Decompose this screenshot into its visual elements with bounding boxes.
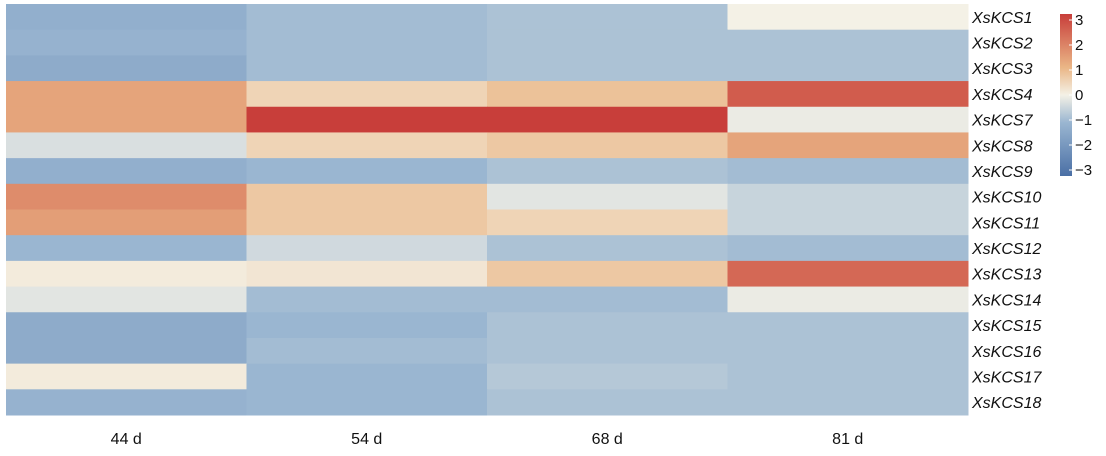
- heatmap-cell-xskcs4-81d: [727, 81, 969, 108]
- heatmap-cell-xskcs9-44d: [6, 158, 247, 185]
- heatmap-cell-xskcs10-44d: [6, 183, 247, 210]
- heatmap-cell-xskcs18-44d: [6, 389, 247, 416]
- heatmap-cell-xskcs13-54d: [246, 260, 488, 288]
- heatmap-cell-xskcs15-54d: [246, 312, 488, 339]
- heatmap-cell-xskcs12-54d: [246, 235, 488, 262]
- heatmap-cell-xskcs11-81d: [727, 209, 969, 236]
- heatmap-cell-xskcs13-81d: [727, 260, 969, 288]
- heatmap-cell-xskcs16-68d: [487, 337, 728, 365]
- heatmap-cell-xskcs14-44d: [6, 286, 247, 313]
- heatmap-cell-xskcs3-68d: [487, 55, 728, 82]
- row-label: XsKCS10: [971, 190, 1041, 207]
- row-label: XsKCS16: [971, 344, 1041, 361]
- row-label: XsKCS14: [971, 292, 1041, 309]
- heatmap-cell-xskcs18-81d: [727, 389, 969, 416]
- heatmap-cell-xskcs7-54d: [246, 106, 488, 133]
- heatmap-cell-xskcs2-44d: [6, 29, 247, 56]
- heatmap-cell-xskcs17-44d: [6, 363, 247, 390]
- heatmap-cell-xskcs16-44d: [6, 337, 247, 365]
- heatmap-cell-xskcs9-81d: [727, 158, 969, 185]
- heatmap-cell-xskcs2-81d: [727, 29, 969, 56]
- row-label: XsKCS18: [971, 395, 1041, 412]
- heatmap-cell-xskcs4-68d: [487, 81, 728, 108]
- heatmap-cell-xskcs15-68d: [487, 312, 728, 339]
- colorbar-tick-label: −1: [1075, 112, 1092, 129]
- heatmap-cell-xskcs8-68d: [487, 132, 728, 159]
- row-label: XsKCS2: [971, 36, 1033, 53]
- heatmap-cell-xskcs1-44d: [6, 4, 247, 31]
- heatmap-cell-xskcs7-68d: [487, 106, 728, 133]
- row-label: XsKCS3: [971, 61, 1033, 78]
- column-label: 54 d: [351, 431, 382, 448]
- row-label: XsKCS8: [971, 138, 1033, 155]
- heatmap-cell-xskcs12-44d: [6, 235, 247, 262]
- heatmap-cell-xskcs10-68d: [487, 183, 728, 210]
- heatmap-cell-xskcs3-81d: [727, 55, 969, 82]
- heatmap-cell-xskcs8-44d: [6, 132, 247, 159]
- colorbar-tick-label: 0: [1075, 87, 1083, 104]
- heatmap-cell-xskcs18-54d: [246, 389, 488, 416]
- heatmap-cell-xskcs8-81d: [727, 132, 969, 159]
- heatmap-cell-xskcs11-44d: [6, 209, 247, 236]
- heatmap-cell-xskcs14-54d: [246, 286, 488, 313]
- heatmap-cell-xskcs18-68d: [487, 389, 728, 416]
- heatmap-cell-xskcs13-44d: [6, 260, 247, 288]
- row-label: XsKCS1: [971, 10, 1032, 27]
- colorbar-tick-label: 1: [1075, 62, 1083, 79]
- heatmap-cell-xskcs12-81d: [727, 235, 969, 262]
- heatmap-cell-xskcs1-81d: [727, 4, 969, 31]
- heatmap-cell-xskcs15-81d: [727, 312, 969, 339]
- heatmap-cell-xskcs4-44d: [6, 81, 247, 108]
- heatmap-cell-xskcs2-68d: [487, 29, 728, 56]
- heatmap-cell-xskcs7-44d: [6, 106, 247, 133]
- colorbar-tick-label: −2: [1075, 137, 1092, 154]
- heatmap-cell-xskcs14-81d: [727, 286, 969, 313]
- heatmap-cell-xskcs16-54d: [246, 337, 488, 365]
- heatmap-cell-xskcs10-54d: [246, 183, 488, 210]
- column-label: 44 d: [111, 431, 142, 448]
- column-label: 68 d: [592, 431, 623, 448]
- heatmap-cell-xskcs1-54d: [246, 4, 488, 31]
- heatmap-cell-xskcs17-81d: [727, 363, 969, 390]
- row-label: XsKCS7: [971, 113, 1034, 130]
- row-label: XsKCS4: [971, 87, 1033, 104]
- heatmap-cell-xskcs13-68d: [487, 260, 728, 288]
- heatmap-cell-xskcs3-44d: [6, 55, 247, 82]
- heatmap-cells: [6, 4, 969, 416]
- colorbar-gradient: [1060, 14, 1072, 176]
- heatmap-cell-xskcs11-54d: [246, 209, 488, 236]
- colorbar-tick-label: 3: [1075, 12, 1083, 29]
- colorbar-legend: 3 2 1 0 −1 −2 −3: [1060, 12, 1092, 179]
- row-label: XsKCS11: [971, 215, 1040, 232]
- heatmap-cell-xskcs12-68d: [487, 235, 728, 262]
- heatmap-cell-xskcs17-54d: [246, 363, 488, 390]
- row-labels: XsKCS1 XsKCS2 XsKCS3 XsKCS4 XsKCS7 XsKCS8 XsKC…: [971, 10, 1042, 412]
- heatmap-cell-xskcs10-81d: [727, 183, 969, 210]
- heatmap-cell-xskcs11-68d: [487, 209, 728, 236]
- colorbar-tick-label: 2: [1075, 37, 1083, 54]
- column-labels: 44 d 54 d 68 d 81 d: [111, 431, 864, 448]
- row-label: XsKCS9: [971, 164, 1033, 181]
- heatmap-cell-xskcs4-54d: [246, 81, 488, 108]
- row-label: XsKCS15: [971, 318, 1041, 335]
- row-label: XsKCS17: [971, 369, 1042, 386]
- heatmap-cell-xskcs14-68d: [487, 286, 728, 313]
- heatmap-cell-xskcs15-44d: [6, 312, 247, 339]
- heatmap-cell-xskcs17-68d: [487, 363, 728, 390]
- heatmap-cell-xskcs2-54d: [246, 29, 488, 56]
- heatmap-cell-xskcs9-54d: [246, 158, 488, 185]
- column-label: 81 d: [832, 431, 863, 448]
- heatmap-cell-xskcs3-54d: [246, 55, 488, 82]
- heatmap-cell-xskcs16-81d: [727, 337, 969, 365]
- heatmap-cell-xskcs8-54d: [246, 132, 488, 159]
- row-label: XsKCS13: [971, 267, 1041, 284]
- heatmap-cell-xskcs1-68d: [487, 4, 728, 31]
- heatmap-cell-xskcs7-81d: [727, 106, 969, 133]
- row-label: XsKCS12: [971, 241, 1041, 258]
- colorbar-tick-label: −3: [1075, 162, 1092, 179]
- heatmap-cell-xskcs9-68d: [487, 158, 728, 185]
